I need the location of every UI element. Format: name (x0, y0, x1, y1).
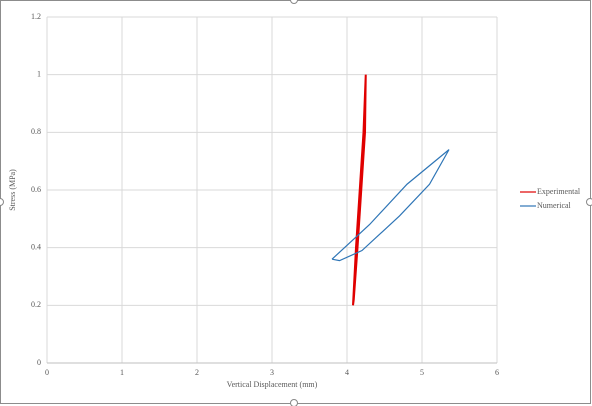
y-tick-label: 0 (37, 358, 41, 367)
x-tick-label: 3 (270, 368, 274, 377)
series-line (352, 74, 367, 306)
y-tick-label: 0.6 (31, 185, 41, 194)
resize-handle[interactable] (290, 0, 298, 4)
y-tick-label: 0.4 (31, 242, 41, 251)
x-tick-label: 4 (345, 368, 349, 377)
legend-label: Numerical (537, 201, 572, 210)
x-tick-label: 1 (120, 368, 124, 377)
x-tick-label: 0 (45, 368, 49, 377)
x-tick-label: 5 (420, 368, 424, 377)
y-tick-label: 0.8 (31, 127, 41, 136)
x-axis-label: Vertical Displacement (mm) (227, 380, 318, 389)
resize-handle[interactable] (290, 399, 298, 406)
resize-handle[interactable] (0, 198, 4, 206)
y-tick-label: 0.2 (31, 300, 41, 309)
y-axis-label: Stress (MPa) (8, 169, 17, 211)
y-tick-label: 1 (37, 69, 41, 78)
y-tick-label: 1.2 (31, 12, 41, 21)
series-line (331, 149, 450, 262)
x-tick-label: 2 (195, 368, 199, 377)
legend-label: Experimental (537, 187, 581, 196)
x-tick-label: 6 (495, 368, 499, 377)
resize-handle[interactable] (586, 198, 592, 206)
